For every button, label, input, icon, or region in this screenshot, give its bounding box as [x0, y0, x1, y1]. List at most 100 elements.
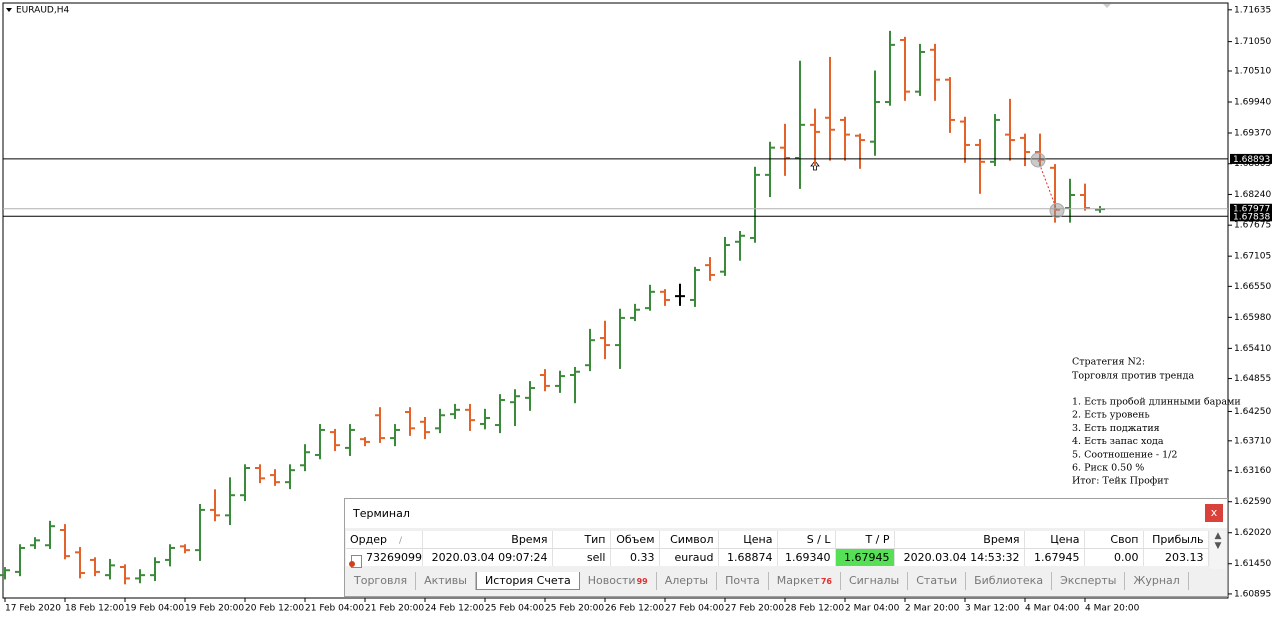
cell: 1.68874: [718, 548, 778, 566]
x-tick-label: 17 Feb 2020: [5, 604, 61, 614]
ohlc-bar: [675, 283, 685, 306]
x-tick-label: 27 Feb 20:00: [725, 604, 784, 614]
x-tick-label: 20 Feb 12:00: [245, 604, 304, 614]
ohlc-bar: [750, 166, 760, 243]
cell: 1.69340: [777, 548, 836, 566]
price-tag-label: 1.68893: [1233, 155, 1270, 165]
tab[interactable]: Журнал: [1125, 572, 1189, 590]
ohlc-bar: [15, 544, 25, 577]
symbol-menu[interactable]: [6, 8, 12, 12]
tab[interactable]: Сигналы: [841, 572, 909, 590]
tab[interactable]: Маркет76: [769, 572, 841, 590]
y-tick-label: 1.63710: [1234, 436, 1271, 446]
y-tick-label: 1.63160: [1234, 466, 1271, 476]
column-header[interactable]: Прибыль: [1143, 531, 1209, 549]
trade-path: [1037, 159, 1058, 211]
y-tick-label: 1.71635: [1234, 5, 1271, 15]
cell: 0.33: [610, 548, 660, 566]
ohlc-bar: [240, 464, 250, 502]
ohlc-bar: [705, 257, 715, 281]
close-button[interactable]: x: [1205, 504, 1223, 522]
strategy-note: Стратегия N2: Торговля против тренда Ито…: [1072, 357, 1241, 487]
y-tick-label: 1.68240: [1234, 190, 1271, 200]
ohlc-bar: [210, 489, 220, 522]
ohlc-bar: [75, 546, 85, 579]
ohlc-bar: [990, 114, 1000, 167]
scrollbar[interactable]: ▲ ▼: [1210, 531, 1226, 569]
ohlc-bar: [810, 108, 820, 167]
column-header[interactable]: Цена: [1024, 531, 1085, 549]
ohlc-bar: [1065, 178, 1075, 223]
x-tick-label: 18 Feb 12:00: [65, 604, 124, 614]
column-header[interactable]: Цена: [718, 531, 778, 549]
y-tick-label: 1.61450: [1234, 559, 1271, 569]
y-tick-label: 1.65980: [1234, 313, 1271, 323]
column-header[interactable]: Объем: [610, 531, 660, 549]
tab-label: Активы: [424, 574, 467, 587]
cell: 2020.03.04 09:07:24: [422, 548, 553, 566]
tab[interactable]: Алерты: [657, 572, 718, 590]
cell: 0.00: [1084, 548, 1144, 566]
tab[interactable]: Почта: [717, 572, 769, 590]
ohlc-bar: [930, 43, 940, 101]
column-header[interactable]: T / P: [835, 531, 895, 549]
x-tick-label: 27 Feb 04:00: [665, 604, 724, 614]
ohlc-bar: [570, 366, 580, 404]
ohlc-bar: [390, 424, 400, 447]
column-header[interactable]: Ордер /: [346, 531, 423, 549]
cell: 73269099: [346, 548, 423, 566]
ohlc-bar: [690, 266, 700, 307]
x-tick-label: 28 Feb 12:00: [785, 604, 844, 614]
tab[interactable]: Библиотека: [966, 572, 1053, 590]
tab-label: Статьи: [916, 574, 958, 587]
tab[interactable]: Торговля: [346, 572, 417, 590]
order-icon: [349, 555, 362, 568]
tab-label: Торговля: [354, 574, 408, 587]
ohlc-bar: [780, 123, 790, 176]
tab[interactable]: Статьи: [908, 572, 967, 590]
scroll-marker: [1103, 4, 1111, 8]
y-tick-label: 1.69370: [1234, 128, 1271, 138]
column-header[interactable]: Символ: [659, 531, 719, 549]
ohlc-bar: [540, 369, 550, 392]
x-tick-label: 25 Feb 20:00: [545, 604, 604, 614]
tab-label: Алерты: [664, 574, 709, 587]
price-tag: [1230, 211, 1272, 222]
ohlc-bar: [525, 381, 535, 411]
tab-label: Библиотека: [974, 574, 1044, 587]
note-title: Стратегия N2:: [1072, 357, 1145, 368]
column-header[interactable]: Время: [422, 531, 553, 549]
tab-label: История Счета: [484, 574, 571, 587]
tab-badge: 76: [820, 577, 832, 586]
tab[interactable]: Новости99: [580, 572, 657, 590]
ohlc-bar: [225, 477, 235, 526]
note-subtitle: Торговля против тренда: [1072, 371, 1194, 382]
tab[interactable]: История Счета: [475, 572, 580, 590]
column-header[interactable]: S / L: [777, 531, 836, 549]
note-item: 4. Есть запас хода: [1072, 436, 1164, 447]
ohlc-bar: [270, 469, 280, 486]
trade-entry: [1030, 152, 1046, 168]
cell: 203.13: [1143, 548, 1209, 566]
note-item: 1. Есть пробой длинными барами: [1072, 397, 1241, 408]
y-tick-label: 1.65410: [1234, 344, 1271, 354]
order-row[interactable]: 73269099 2020.03.04 09:07:24 sell 0.33 eurau…: [346, 548, 1209, 566]
column-header[interactable]: Тип: [552, 531, 611, 549]
ohlc-bar: [1020, 133, 1030, 167]
ohlc-bar: [330, 428, 340, 452]
tab[interactable]: Эксперты: [1052, 572, 1126, 590]
symbol-label: EURAUD,H4: [16, 6, 69, 16]
y-tick-label: 1.62590: [1234, 497, 1271, 507]
column-header[interactable]: Своп: [1084, 531, 1144, 549]
ohlc-bar: [195, 503, 205, 561]
ohlc-bar: [255, 464, 265, 484]
x-tick-label: 4 Mar 04:00: [1025, 604, 1080, 614]
tab[interactable]: Активы: [416, 572, 476, 590]
ohlc-bar: [870, 70, 880, 156]
y-tick-label: 1.67105: [1234, 252, 1271, 262]
tab-badge: 99: [636, 577, 648, 586]
column-header[interactable]: Время: [894, 531, 1025, 549]
